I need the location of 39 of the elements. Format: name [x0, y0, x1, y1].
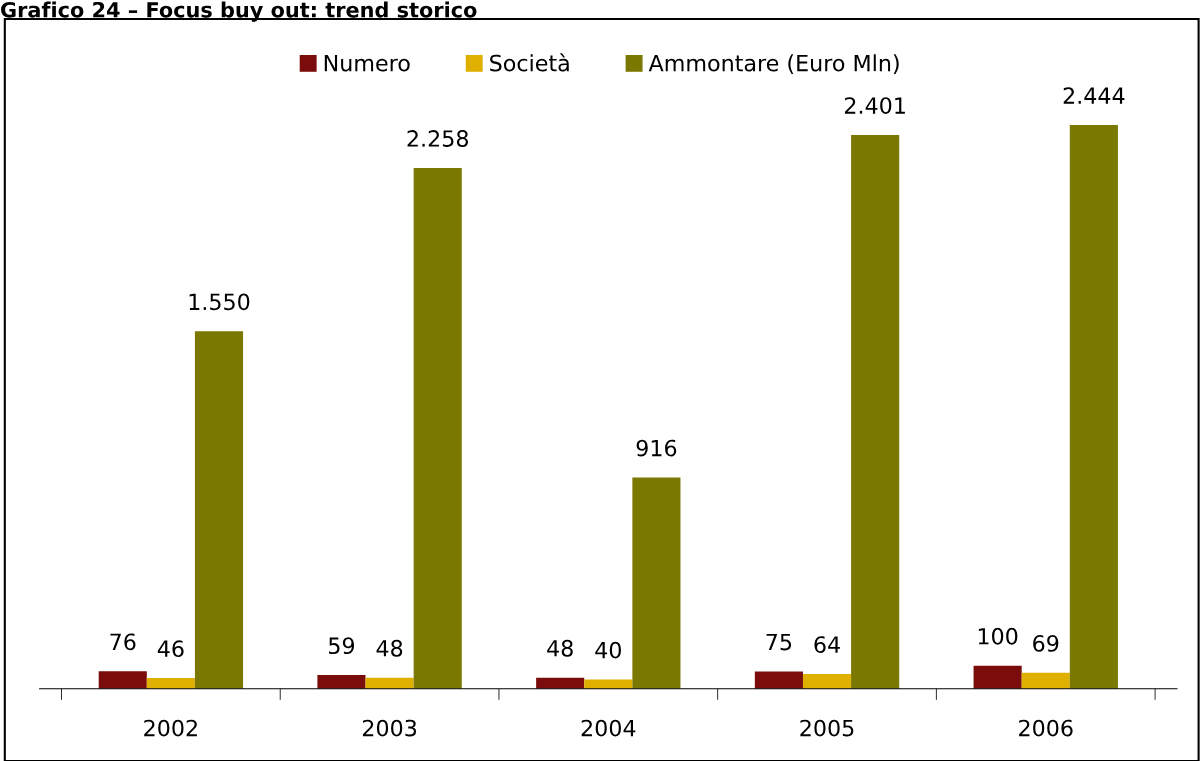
legend-label: Numero	[324, 54, 410, 72]
bar	[802, 673, 852, 689]
x-tick-label: 2005	[800, 719, 854, 737]
bar	[632, 477, 681, 689]
data-label: 48	[376, 639, 403, 657]
data-label: 1.550	[189, 293, 250, 311]
data-label: 916	[636, 439, 677, 457]
data-label: 64	[814, 636, 840, 653]
legend-label: Società	[490, 53, 569, 72]
x-tick-label: 2002	[144, 719, 197, 737]
bar	[1069, 125, 1118, 689]
bar	[194, 331, 244, 689]
data-label: 59	[329, 637, 355, 655]
bar	[1021, 672, 1070, 689]
data-label: 100	[978, 627, 1018, 645]
data-label: 48	[547, 639, 573, 657]
data-label: 2.444	[1063, 87, 1125, 104]
bar	[754, 671, 803, 689]
data-label: 76	[110, 633, 136, 651]
bar	[973, 665, 1022, 689]
bar	[536, 677, 585, 689]
data-label: 69	[1033, 635, 1059, 652]
bar	[584, 679, 633, 689]
legend-label: Ammontare (Euro Mln)	[648, 54, 899, 75]
data-label: 2.401	[844, 97, 905, 114]
chart-title: Grafico 24 – Focus buy out: trend storico	[1, 1, 477, 22]
data-label: 40	[595, 641, 621, 659]
data-label: 75	[766, 633, 792, 651]
x-tick-label: 2003	[362, 719, 417, 737]
data-label: 2.258	[407, 130, 468, 147]
x-tick-label: 2006	[1019, 719, 1073, 737]
bar	[317, 675, 366, 689]
bar	[851, 134, 900, 689]
bar	[365, 677, 414, 689]
data-label: 46	[157, 640, 184, 658]
bar	[146, 678, 195, 689]
bar	[98, 671, 147, 689]
bar	[413, 167, 462, 689]
x-tick-label: 2004	[581, 719, 636, 737]
